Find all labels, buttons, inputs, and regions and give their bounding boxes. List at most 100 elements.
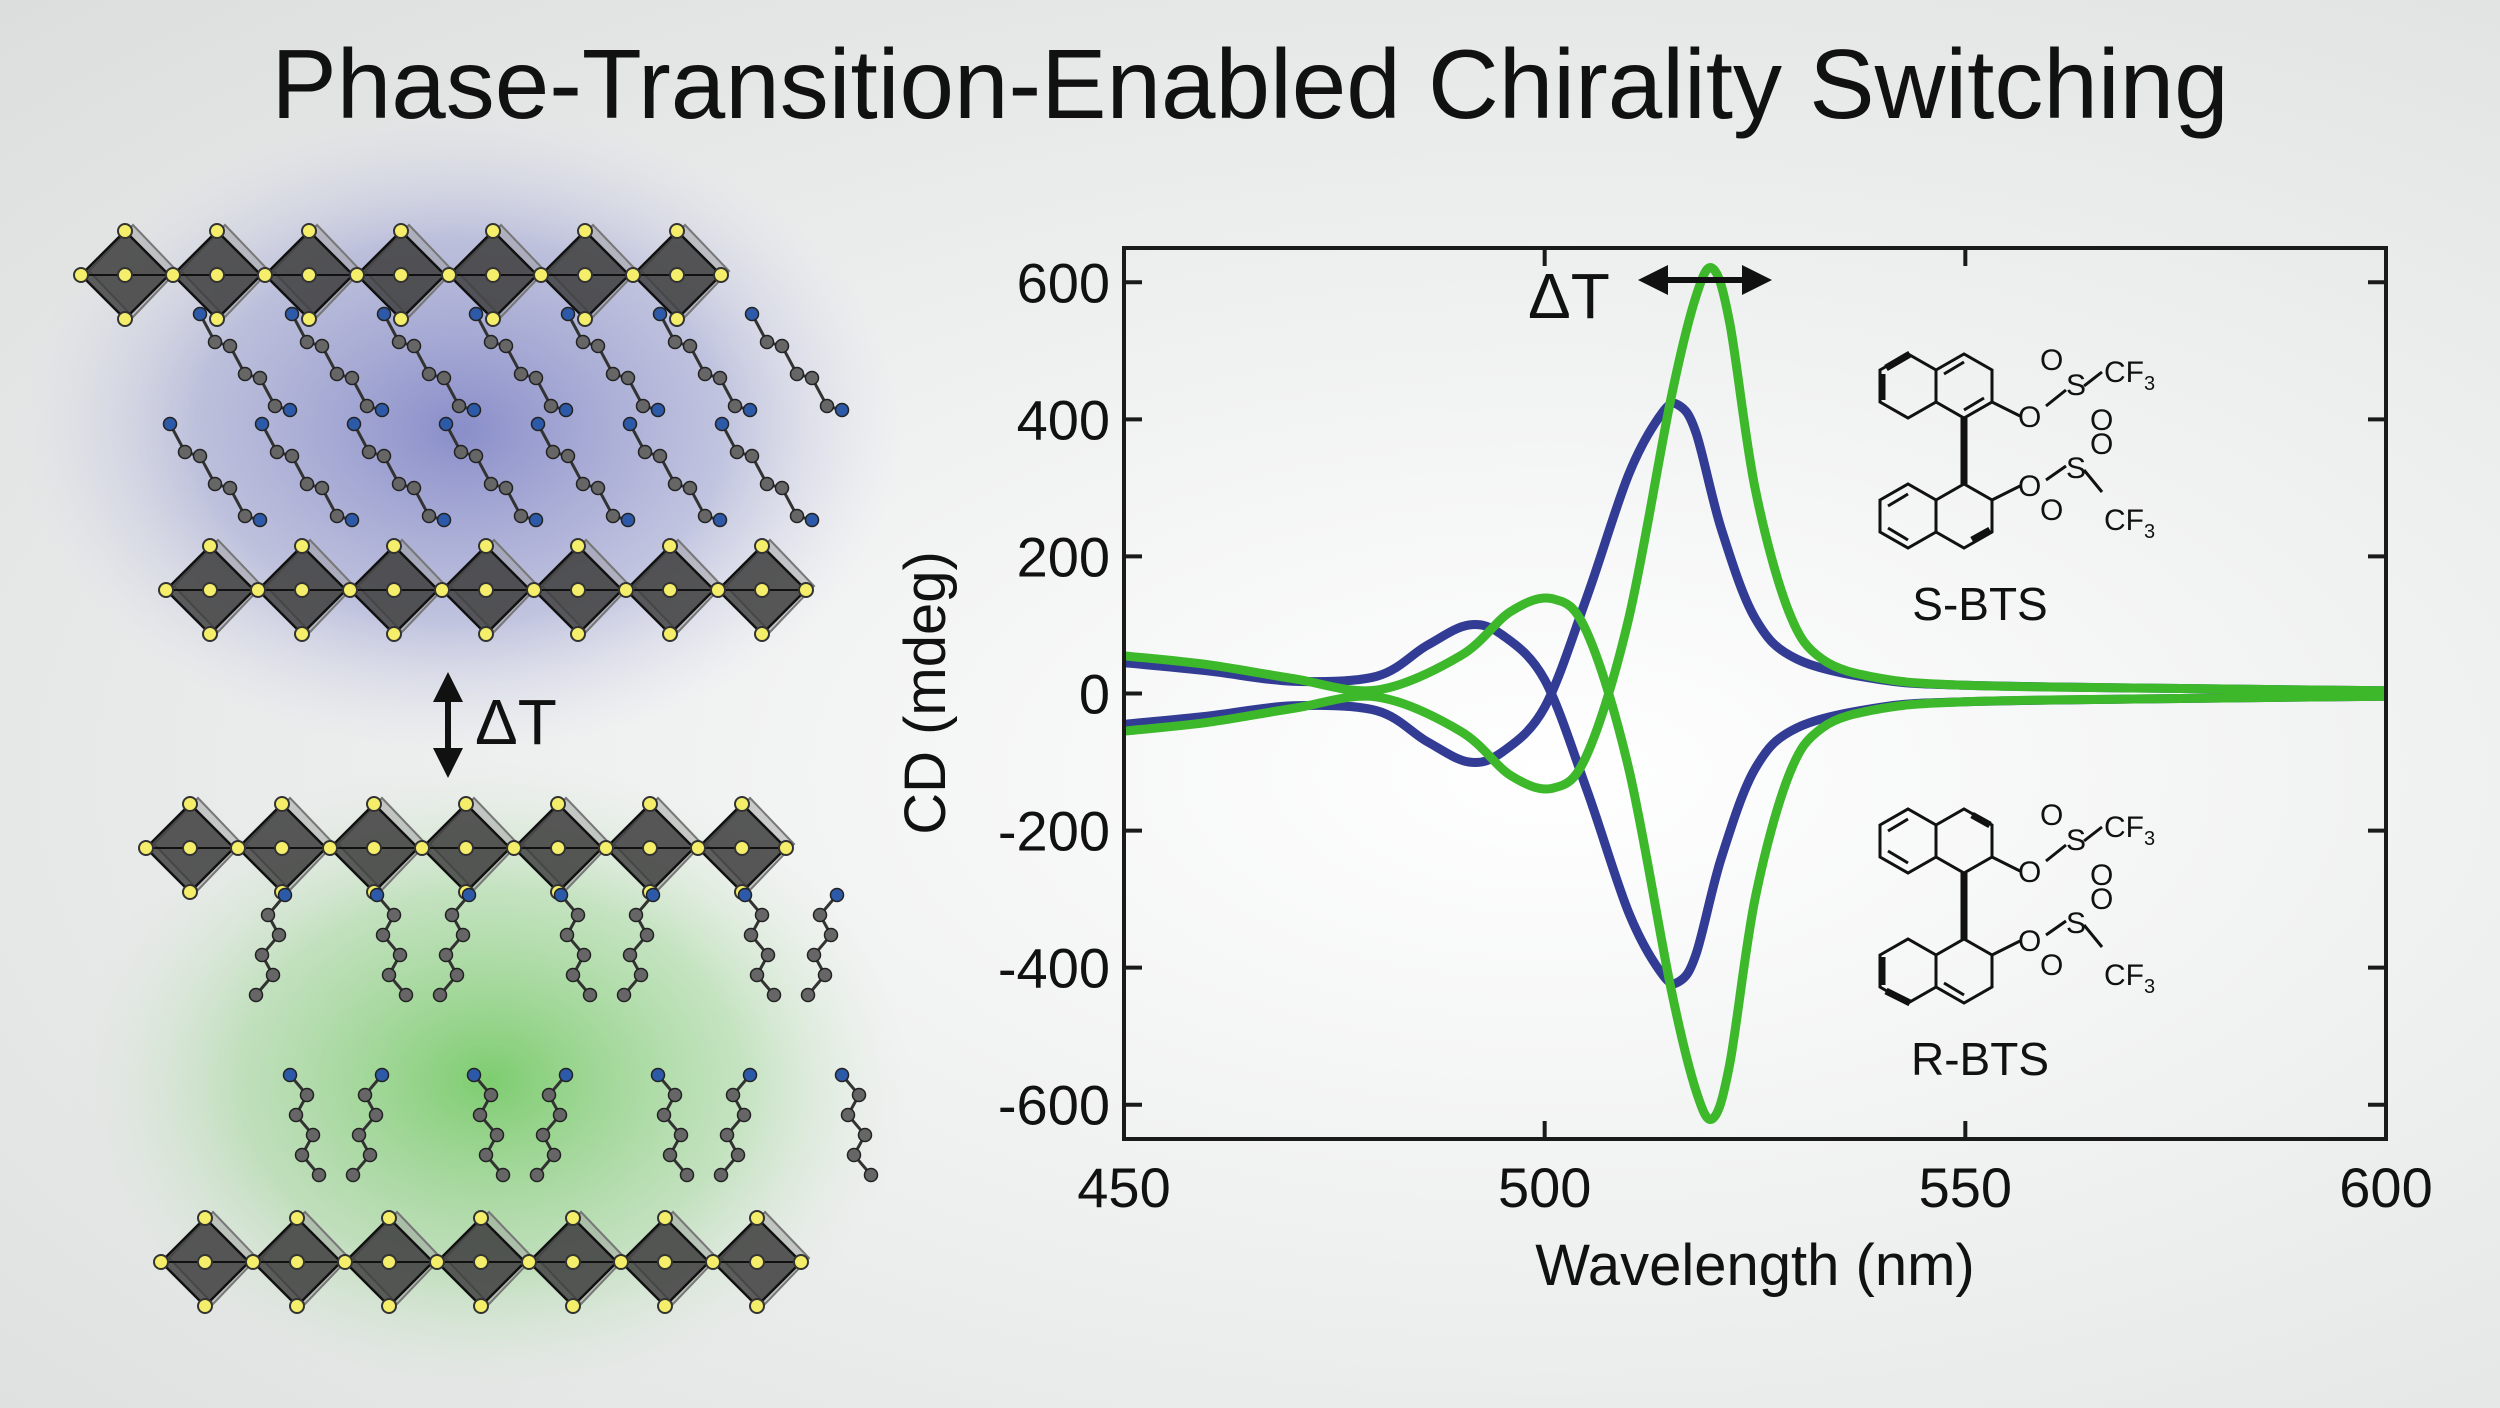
chain-atom: [466, 1067, 482, 1083]
shift-annotation-label: ΔT: [1528, 260, 1610, 332]
lower-organic-chain: [529, 1067, 574, 1183]
atom: [414, 840, 430, 856]
atom: [485, 267, 501, 283]
atom: [197, 1210, 213, 1226]
chain-atom: [559, 927, 575, 943]
upper-phase-glow: [20, 110, 900, 750]
chain-atom: [254, 416, 270, 432]
chain-atom: [667, 1087, 683, 1103]
atom: [749, 1210, 765, 1226]
chain-atom: [553, 887, 569, 903]
chain-atom: [804, 370, 820, 386]
chain-atom: [730, 1147, 746, 1163]
s-bts-atom-s2: S: [2066, 452, 2086, 485]
y-axis-label: CD (mdeg): [893, 551, 958, 835]
atom: [289, 1210, 305, 1226]
atom: [245, 1254, 261, 1270]
upper-organic-chain: [560, 306, 666, 418]
chain-atom: [725, 1087, 741, 1103]
atom: [754, 626, 770, 642]
atom: [478, 582, 494, 598]
atom: [473, 1254, 489, 1270]
upper-organic-chain: [438, 416, 544, 528]
upper-organic-chain: [744, 306, 850, 418]
chain-atom: [590, 338, 606, 354]
chain-atom: [817, 967, 833, 983]
atom: [662, 626, 678, 642]
atom: [117, 311, 133, 327]
chain-atom: [299, 1087, 315, 1103]
chain-atom: [616, 987, 632, 1003]
atom: [381, 1210, 397, 1226]
lower-organic-chain: [737, 887, 782, 1003]
r-bts-atom-o6: O: [2040, 949, 2063, 982]
chain-atom: [374, 402, 390, 418]
chain-atom: [282, 1067, 298, 1083]
chain-atom: [483, 476, 499, 492]
chain-atom: [398, 987, 414, 1003]
chain-atom: [712, 512, 728, 528]
chain-atom: [528, 370, 544, 386]
chain-atom: [299, 476, 315, 492]
atom: [690, 840, 706, 856]
chain-atom: [558, 402, 574, 418]
chain-atom: [260, 907, 276, 923]
chain-atom: [344, 512, 360, 528]
atom: [565, 1298, 581, 1314]
y-tick-label: 200: [1017, 525, 1110, 588]
r-bts-cf3-bottom: CF3: [2104, 959, 2155, 998]
chain-atom: [570, 907, 586, 923]
atom: [642, 796, 658, 812]
chain-atom: [381, 967, 397, 983]
chain-atom: [449, 967, 465, 983]
atom: [713, 267, 729, 283]
chain-atom: [713, 1167, 729, 1183]
r-bts-atom-o1: O: [2018, 856, 2041, 889]
chain-atom: [207, 334, 223, 350]
x-tick-label: 450: [1077, 1156, 1170, 1219]
chain-atom: [697, 508, 713, 524]
chain-atom: [851, 1087, 867, 1103]
chain-atom: [789, 366, 805, 382]
atom: [550, 796, 566, 812]
chain-atom: [299, 334, 315, 350]
chain-atom: [284, 306, 300, 322]
chain-atom: [483, 334, 499, 350]
atom: [202, 582, 218, 598]
atom: [274, 840, 290, 856]
chain-atom: [436, 512, 452, 528]
atom: [274, 796, 290, 812]
atom: [322, 840, 338, 856]
chain-atom: [438, 947, 454, 963]
atom: [473, 1210, 489, 1226]
chain-atom: [177, 444, 193, 460]
chain-atom: [759, 334, 775, 350]
atom: [705, 1254, 721, 1270]
r-bts-structure: O S O O CF3 O S O O CF3 R-BTS: [1878, 799, 2155, 1085]
atom: [117, 267, 133, 283]
atom: [366, 796, 382, 812]
atom: [478, 538, 494, 554]
chain-atom: [436, 370, 452, 386]
atom: [441, 267, 457, 283]
chain-atom: [633, 967, 649, 983]
s-bts-atom-s1: S: [2066, 369, 2086, 402]
chain-atom: [743, 927, 759, 943]
chain-atom: [237, 366, 253, 382]
atom: [533, 267, 549, 283]
atom: [778, 840, 794, 856]
chain-atom: [267, 398, 283, 414]
chain-atom: [823, 927, 839, 943]
atom: [754, 538, 770, 554]
atom: [434, 582, 450, 598]
chain-atom: [682, 480, 698, 496]
atom: [393, 311, 409, 327]
chain-atom: [863, 1167, 879, 1183]
upper-organic-chain: [714, 416, 820, 528]
lower-organic-chain: [834, 1067, 879, 1183]
chain-atom: [712, 370, 728, 386]
chain-atom: [575, 334, 591, 350]
cd-chart: 450 500 550 600 600 400 200 0 -200 -400 -600 Wavel…: [893, 246, 2433, 1298]
chain-atom: [468, 306, 484, 322]
chain-atom: [269, 444, 285, 460]
